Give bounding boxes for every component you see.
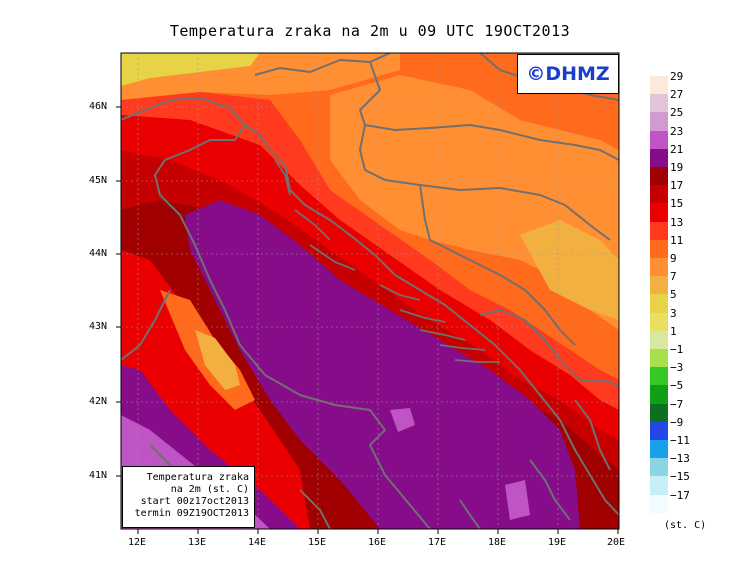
legend-swatch — [650, 185, 668, 204]
legend-label: 15 — [670, 197, 684, 211]
legend-swatch — [650, 403, 668, 423]
legend-label: 5 — [670, 288, 677, 302]
lat-label-45n: 45N — [89, 175, 108, 186]
legend-label: 19 — [670, 161, 684, 174]
field-patch-violet-2 — [505, 480, 530, 520]
legend-label: 17 — [670, 179, 684, 193]
map-title: Temperatura zraka na 2m u 09 UTC 19OCT20… — [169, 22, 571, 40]
legend-swatch — [650, 203, 668, 223]
legend-label: 7 — [670, 270, 677, 284]
lon-label-14e: 14E — [248, 537, 267, 548]
legend-label: −15 — [670, 470, 690, 484]
legend-label: −11 — [670, 434, 690, 447]
lat-label-46n: 46N — [89, 101, 108, 112]
legend-swatch — [650, 367, 668, 386]
legend-label: −9 — [670, 415, 684, 429]
legend-label: 25 — [670, 106, 684, 120]
lon-label-12e: 12E — [128, 537, 147, 548]
legend-swatch — [650, 294, 668, 314]
lon-label-19e: 19E — [548, 537, 567, 548]
dhmz-logo: ©DHMZ — [517, 54, 619, 94]
info-line-4: termin 09Z19OCT2013 — [134, 508, 249, 519]
field-patch-violet — [390, 408, 415, 432]
info-line-3: start 00z17oct2013 — [140, 496, 249, 507]
legend-swatch — [650, 494, 668, 514]
legend-label: 13 — [670, 215, 684, 229]
legend-swatch — [650, 76, 668, 95]
lat-label-42n: 42N — [89, 396, 108, 407]
legend-swatch — [650, 330, 668, 350]
legend-label: 21 — [670, 142, 684, 156]
legend-swatch — [650, 94, 668, 113]
legend-swatch — [650, 458, 668, 477]
field-sea-purple — [185, 200, 580, 529]
lat-label-44n: 44N — [89, 248, 108, 259]
legend-swatch — [650, 239, 668, 259]
legend-unit: (st. C) — [664, 520, 707, 531]
legend-swatch — [650, 112, 668, 132]
legend-label: 3 — [670, 306, 677, 320]
legend-swatch — [650, 312, 668, 332]
lon-label-18e: 18E — [488, 537, 507, 548]
legend-label: −1 — [670, 343, 684, 356]
legend-label: 29 — [670, 70, 684, 83]
legend-swatch — [650, 276, 668, 295]
legend-label: −5 — [670, 379, 684, 393]
map-frame — [120, 52, 620, 530]
legend-swatch — [650, 385, 668, 405]
lon-label-20e: 20E — [607, 537, 626, 548]
legend-swatch — [650, 421, 668, 441]
info-box: Temperatura zraka na 2m (st. C) start 00… — [122, 466, 255, 528]
islands — [274, 159, 500, 363]
legend-swatch — [650, 476, 668, 496]
legend-swatch — [650, 440, 668, 459]
legend-swatch — [650, 258, 668, 277]
legend-label: 27 — [670, 88, 684, 102]
legend-label: −13 — [670, 452, 690, 466]
legend-label: −7 — [670, 397, 684, 411]
info-line-1: Temperatura zraka — [146, 472, 249, 483]
legend-swatch — [650, 148, 668, 168]
legend-label: 1 — [670, 324, 677, 338]
legend-label: 23 — [670, 124, 684, 138]
lon-label-15e: 15E — [308, 537, 327, 548]
legend-label: −3 — [670, 361, 684, 375]
info-line-2: na 2m (st. C) — [170, 484, 249, 495]
field-east-yellow — [520, 220, 619, 320]
lon-label-16e: 16E — [368, 537, 387, 548]
field-italy-yellow — [195, 330, 240, 390]
lat-label-43n: 43N — [89, 321, 108, 332]
field-northwest-yellow — [121, 53, 260, 86]
lat-label-41n: 41N — [89, 470, 108, 481]
legend-swatch — [650, 349, 668, 368]
legend-swatch — [650, 130, 668, 150]
temperature-field — [121, 53, 619, 529]
legend-label: −17 — [670, 488, 690, 502]
legend-swatch — [650, 221, 668, 241]
legend-swatch — [650, 167, 668, 186]
axis-ticks — [116, 106, 619, 534]
legend-label: 11 — [670, 233, 684, 247]
lon-label-17e: 17E — [428, 537, 447, 548]
gridlines — [121, 53, 619, 529]
lon-label-13e: 13E — [188, 537, 207, 548]
color-legend — [650, 76, 668, 514]
legend-label: 9 — [670, 252, 677, 265]
